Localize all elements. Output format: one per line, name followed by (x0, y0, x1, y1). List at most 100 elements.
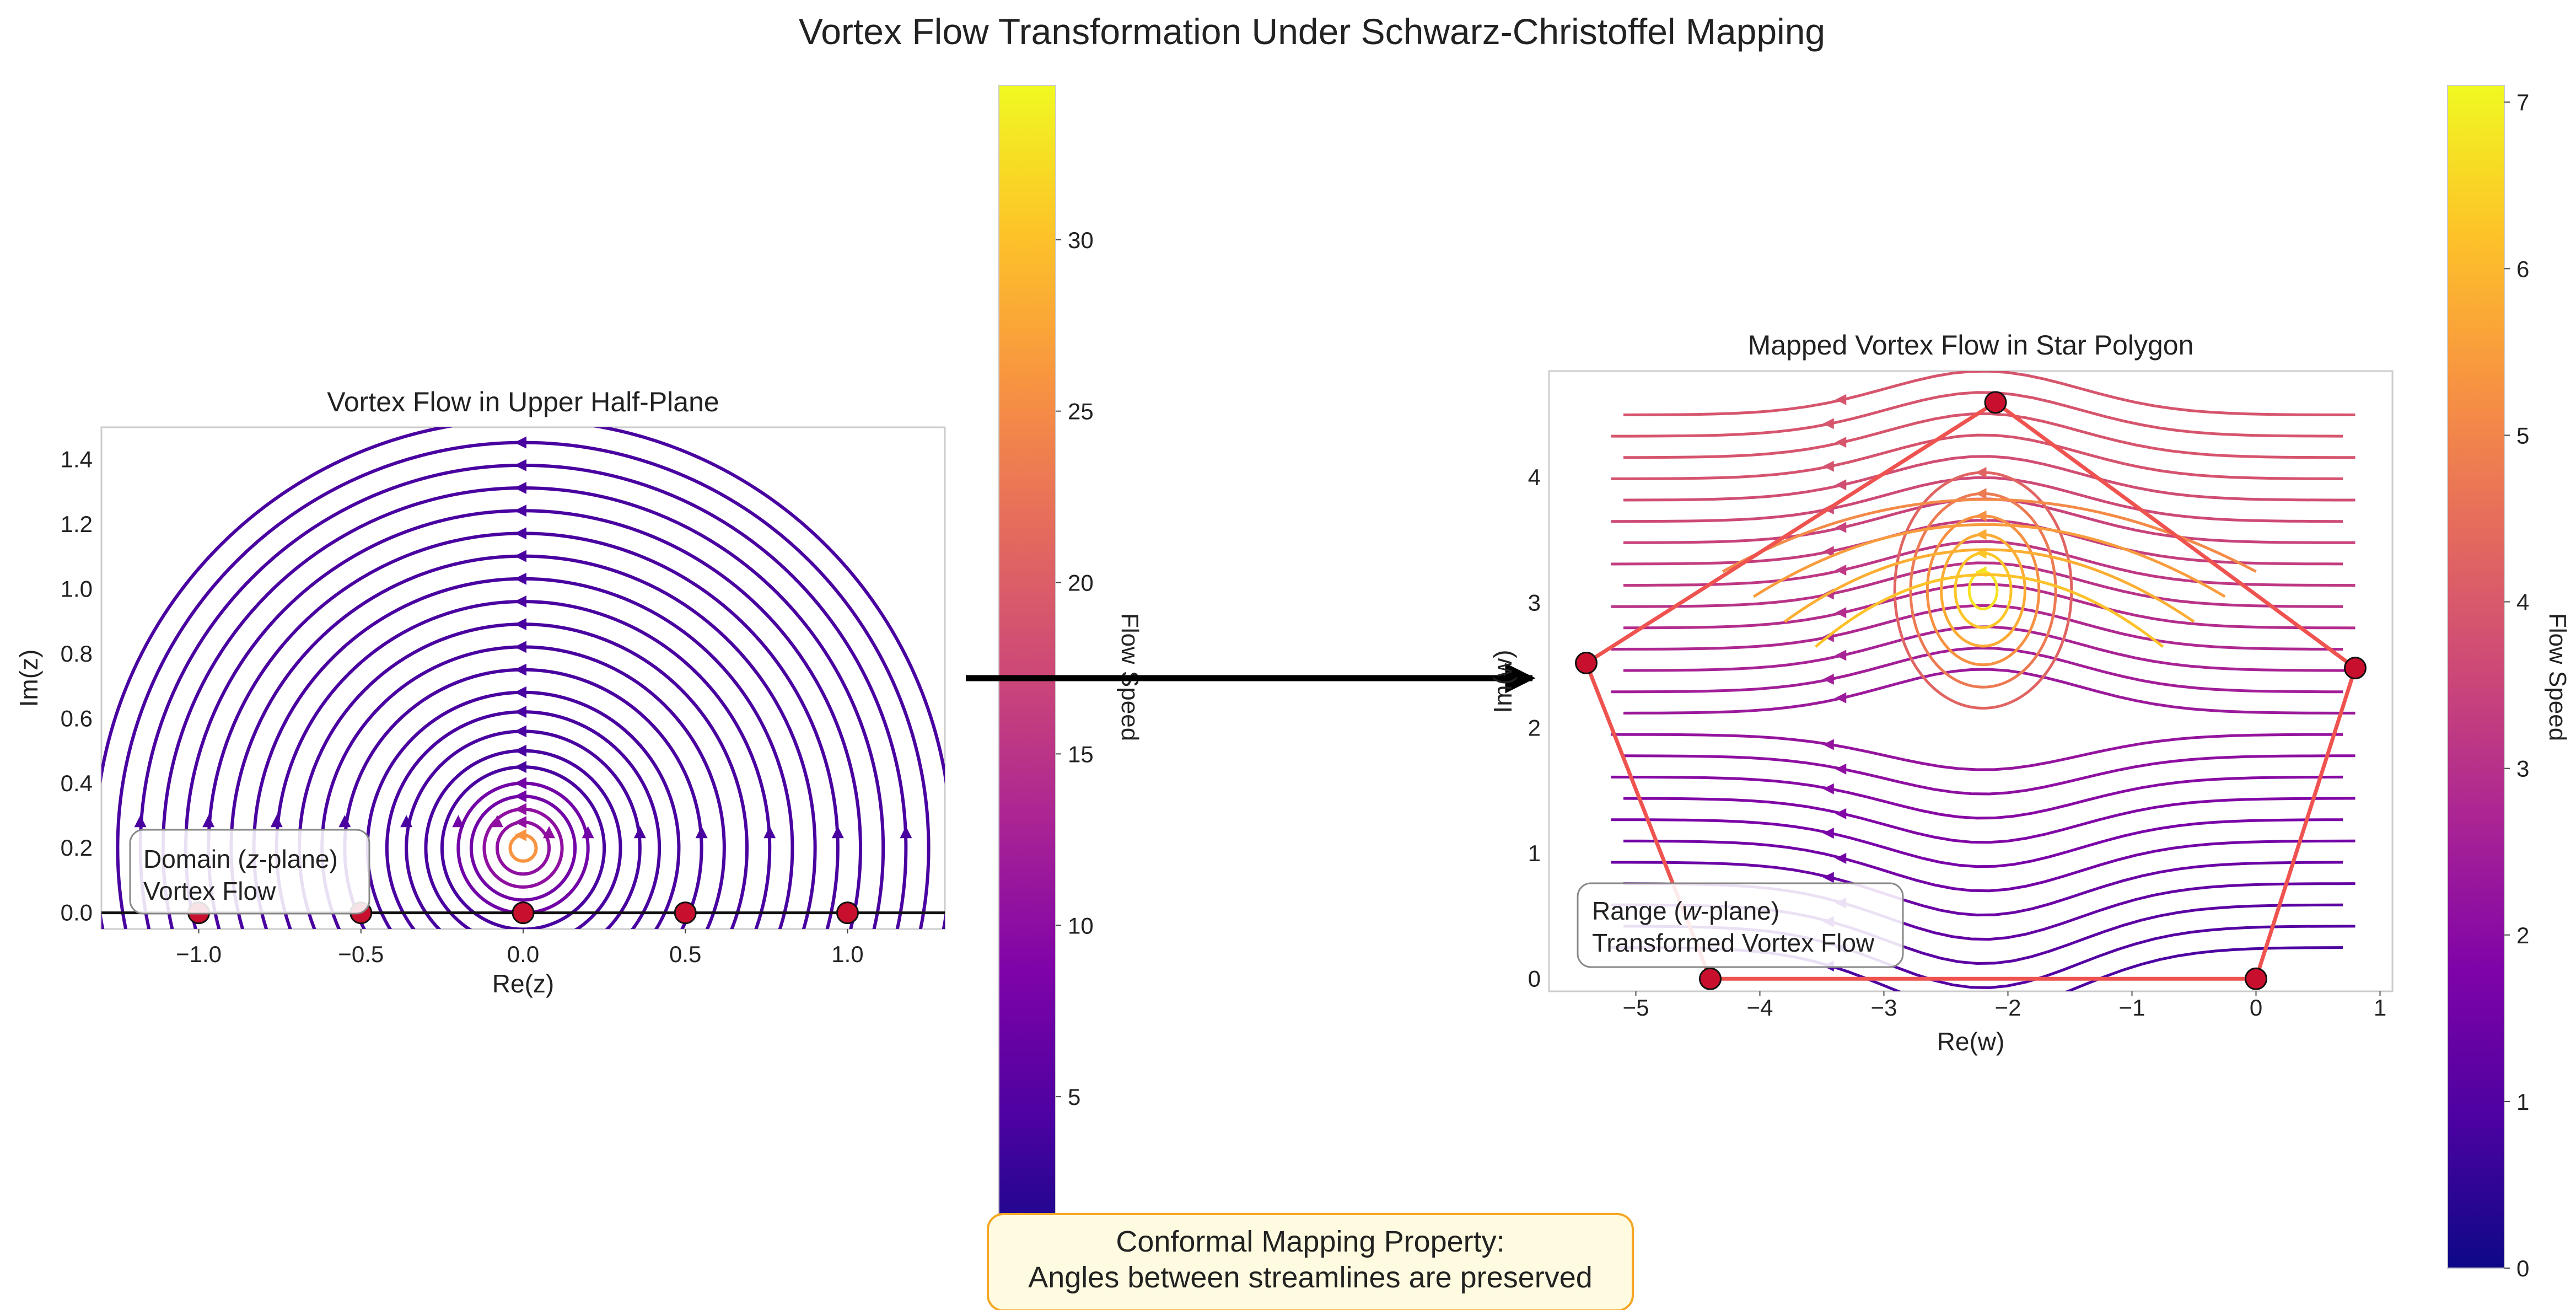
streamline (1611, 561, 2343, 608)
streamline-arrow (514, 777, 526, 790)
left-annotation-var: z (246, 845, 259, 873)
streamline-arrow (270, 815, 283, 828)
y-tick-label: 0.0 (61, 900, 93, 926)
streamline-arrow (633, 826, 646, 839)
x-tick-label: −5 (1623, 995, 1649, 1021)
streamline-arrow (1822, 418, 1834, 429)
y-tick-label: 0.4 (61, 770, 93, 796)
streamline (1611, 433, 2343, 480)
streamline (1623, 412, 2355, 459)
streamline-arrow (1835, 852, 1847, 864)
streamline (1815, 573, 2164, 648)
colorbar-tick-label: 1 (2516, 1089, 2529, 1115)
streamline-arrow (514, 803, 526, 815)
colorbar-tick-label: 15 (1068, 741, 1094, 767)
svg-text:Range (w-plane): Range (w-plane) (1592, 896, 1779, 925)
streamline (1611, 476, 2343, 523)
streamline (1623, 371, 2355, 416)
polygon-vertex-marker (2344, 657, 2367, 680)
right-annotation-line2: Transformed Vortex Flow (1592, 928, 1875, 957)
conformal-note-box (987, 1213, 1634, 1310)
streamline-arrow (514, 550, 526, 562)
right-annotation-suffix: -plane) (1701, 896, 1779, 925)
streamline-arrow (1835, 522, 1847, 533)
right-colorbar-gradient (2447, 85, 2505, 1269)
streamline-arrow (1835, 692, 1847, 704)
x-tick-label: −1.0 (176, 941, 222, 967)
prevertex-marker (674, 901, 697, 925)
streamline-arrow (1822, 546, 1834, 557)
conformal-note-line1: Conformal Mapping Property: (1116, 1225, 1504, 1258)
right-panel: Mapped Vortex Flow in Star Polygon −5 −4−… (1488, 330, 2394, 1056)
streamline-arrow (831, 826, 844, 839)
right-x-axis-label: Re(w) (1937, 1027, 2005, 1056)
y-tick-label: 0.2 (61, 835, 93, 861)
x-tick-label: −3 (1871, 995, 1897, 1021)
left-panel: Vortex Flow in Upper Half-Plane −1.0 −0.5… (14, 386, 946, 998)
colorbar-tick-label: 10 (1068, 912, 1094, 938)
left-streamlines (101, 427, 945, 929)
y-tick-label: 0.6 (61, 705, 93, 731)
right-x-ticks: −5 −4 −3 −2 −1 0 1 (1623, 991, 2386, 1021)
streamline-arrow (1822, 739, 1834, 750)
streamline-arrow (1975, 466, 1987, 478)
polygon-vertex-marker (1984, 391, 2007, 414)
x-tick-label: −1 (2119, 995, 2145, 1021)
x-tick-label: 1 (2374, 995, 2386, 1021)
streamline (1611, 733, 2343, 771)
streamline-arrow (514, 572, 526, 585)
streamline (1611, 519, 2343, 566)
right-annotation-prefix: Range ( (1592, 896, 1682, 925)
x-tick-label: 0.5 (669, 941, 701, 967)
colorbar-tick-label: 5 (2516, 422, 2529, 448)
colorbar-tick-label: 2 (2516, 922, 2529, 948)
figure-title: Vortex Flow Transformation Under Schwarz… (799, 11, 1825, 52)
streamline-arrow (338, 815, 351, 828)
right-y-axis-label: Im(w) (1488, 650, 1517, 713)
colorbar-tick-label: 4 (2516, 589, 2529, 615)
streamline-arrow (1835, 479, 1847, 491)
streamline-arrow (1835, 437, 1847, 448)
streamline-arrow (514, 641, 526, 653)
streamline-arrow (514, 482, 526, 495)
right-panel-title: Mapped Vortex Flow in Star Polygon (1748, 330, 2194, 361)
left-annotation-suffix: -plane) (259, 845, 338, 873)
y-tick-label: 1.0 (61, 576, 93, 602)
svg-text:Domain (z-plane): Domain (z-plane) (143, 845, 338, 873)
x-tick-label: −0.5 (338, 941, 384, 967)
streamline-arrow (543, 826, 556, 839)
streamline-arrow (900, 826, 912, 839)
right-annotation-var: w (1682, 896, 1702, 925)
streamline-arrow (514, 744, 526, 757)
y-tick-label: 2 (1528, 715, 1541, 741)
colorbar-tick-label: 25 (1068, 399, 1094, 425)
streamline (1752, 523, 2226, 598)
streamline (1611, 818, 2343, 868)
right-polygon-vertex-markers (1575, 391, 2367, 990)
right-colorbar: 0 1 2 3 4 5 6 7 Flow Speed (2447, 85, 2571, 1281)
left-x-axis-label: Re(z) (492, 969, 554, 998)
colorbar-tick-label: 3 (2516, 756, 2529, 782)
streamline-arrow (514, 829, 526, 841)
streamline-arrow (1975, 488, 1987, 500)
streamline (1623, 455, 2355, 502)
streamline-arrow (1975, 510, 1987, 522)
streamline (1623, 540, 2355, 587)
streamline-arrow (514, 706, 526, 718)
streamline (1611, 861, 2343, 917)
left-colorbar-ticks: 5 10 15 20 25 30 (1056, 227, 1094, 1110)
left-x-ticks: −1.0 −0.5 0.0 0.5 1.0 (176, 929, 864, 967)
polygon-vertex-marker (1699, 967, 1722, 990)
x-tick-label: 0 (2250, 995, 2262, 1021)
left-annotation-line2: Vortex Flow (143, 877, 276, 905)
streamline (1611, 646, 2343, 694)
right-colorbar-ticks: 0 1 2 3 4 5 6 7 (2504, 89, 2529, 1281)
streamline-arrow (514, 459, 526, 471)
streamline-arrow (1822, 674, 1834, 685)
streamline-arrow (400, 815, 413, 828)
colorbar-tick-label: 0 (2516, 1255, 2529, 1281)
right-y-ticks: 0 1 2 3 4 (1528, 464, 1541, 991)
streamline-arrow (202, 815, 215, 828)
streamline-arrow (1835, 564, 1847, 576)
x-tick-label: 1.0 (831, 941, 863, 967)
